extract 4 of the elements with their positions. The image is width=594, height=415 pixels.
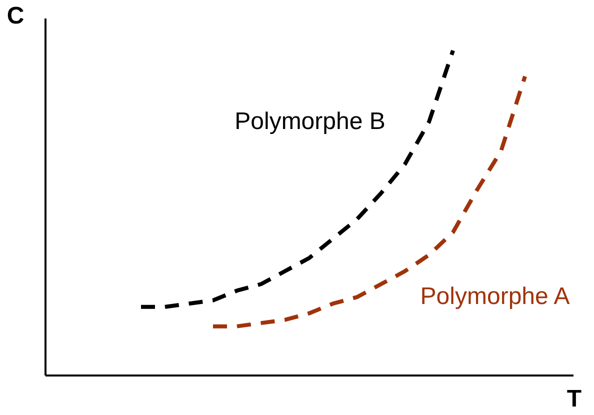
x-axis-title: T xyxy=(566,386,582,412)
series-label: Polymorphe A xyxy=(420,283,570,310)
y-axis-title: C xyxy=(6,2,24,30)
series-label: Polymorphe B xyxy=(234,108,386,135)
